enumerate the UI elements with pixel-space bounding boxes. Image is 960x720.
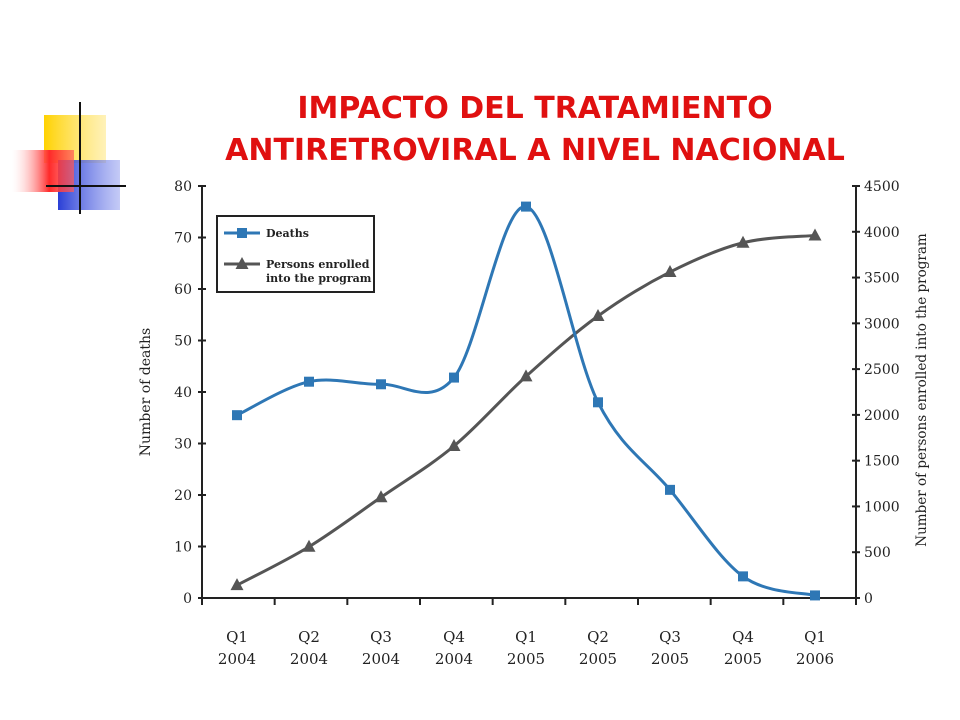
x-tick-label-quarter: Q3 xyxy=(370,628,392,646)
right-tick-label: 4000 xyxy=(864,225,900,241)
point-enrolled xyxy=(230,578,244,591)
title-line-2: ANTIRETROVIRAL A NIVEL NACIONAL xyxy=(225,133,845,168)
left-tick-label: 10 xyxy=(174,540,192,556)
point-deaths xyxy=(304,376,314,387)
left-tick-label: 20 xyxy=(174,488,192,504)
right-tick-label: 2000 xyxy=(864,408,900,424)
right-tick-label: 4500 xyxy=(864,179,900,195)
decorative-logo xyxy=(12,102,126,214)
legend-marker-enrolled xyxy=(235,257,249,269)
right-tick-label: 3000 xyxy=(864,316,900,332)
x-tick-label-year: 2004 xyxy=(435,650,473,668)
x-tick-label-year: 2006 xyxy=(796,650,834,668)
left-tick-label: 30 xyxy=(174,437,192,453)
point-enrolled xyxy=(808,228,822,241)
point-deaths xyxy=(521,201,531,212)
right-tick-label: 3500 xyxy=(864,271,900,287)
point-deaths xyxy=(810,590,820,601)
x-tick-label-quarter: Q4 xyxy=(443,628,465,646)
point-enrolled xyxy=(374,490,388,503)
right-tick-label: 0 xyxy=(864,591,873,607)
x-tick-label-year: 2004 xyxy=(290,650,328,668)
title-line-1: IMPACTO DEL TRATAMIENTO xyxy=(297,91,773,126)
left-tick-label: 80 xyxy=(174,179,192,195)
left-tick-label: 40 xyxy=(174,385,192,401)
right-tick-label: 1500 xyxy=(864,454,900,470)
legend-marker-deaths xyxy=(237,228,247,238)
point-deaths xyxy=(232,410,242,421)
x-tick-label-quarter: Q4 xyxy=(732,628,754,646)
point-deaths xyxy=(449,372,459,383)
point-enrolled xyxy=(591,309,605,322)
left-tick-label: 70 xyxy=(174,231,192,247)
left-tick-label: 60 xyxy=(174,282,192,298)
point-deaths xyxy=(376,379,386,390)
point-deaths xyxy=(738,571,748,582)
x-tick-label-year: 2004 xyxy=(218,650,256,668)
slide-title: IMPACTO DEL TRATAMIENTO ANTIRETROVIRAL A… xyxy=(150,88,920,172)
left-tick-label: 0 xyxy=(183,591,192,607)
left-tick-label: 50 xyxy=(174,334,192,350)
x-tick-label-quarter: Q3 xyxy=(659,628,681,646)
legend-label-deaths: Deaths xyxy=(266,227,309,240)
y-axis-title-right: Number of persons enrolled into the prog… xyxy=(914,233,930,547)
legend-label-enrolled-1: Persons enrolled xyxy=(266,258,370,271)
x-tick-label-year: 2005 xyxy=(507,650,545,668)
point-deaths xyxy=(593,397,603,408)
x-tick-label-year: 2005 xyxy=(724,650,762,668)
x-tick-label-quarter: Q2 xyxy=(298,628,320,646)
x-tick-label-year: 2004 xyxy=(362,650,400,668)
legend-label-enrolled-2: into the program xyxy=(266,272,372,285)
x-tick-label-quarter: Q1 xyxy=(226,628,248,646)
point-enrolled xyxy=(302,539,316,552)
x-tick-label-quarter: Q2 xyxy=(587,628,609,646)
right-tick-label: 2500 xyxy=(864,362,900,378)
y-axis-title: Number of deaths xyxy=(138,328,154,456)
right-tick-label: 500 xyxy=(864,545,891,561)
x-tick-label-year: 2005 xyxy=(651,650,689,668)
point-enrolled xyxy=(663,265,677,278)
point-enrolled xyxy=(519,369,533,382)
point-deaths xyxy=(665,484,675,495)
point-enrolled xyxy=(447,439,461,452)
x-tick-label-year: 2005 xyxy=(579,650,617,668)
x-tick-label-quarter: Q1 xyxy=(515,628,537,646)
x-tick-label-quarter: Q1 xyxy=(804,628,826,646)
right-tick-label: 1000 xyxy=(864,499,900,515)
point-enrolled xyxy=(736,235,750,248)
